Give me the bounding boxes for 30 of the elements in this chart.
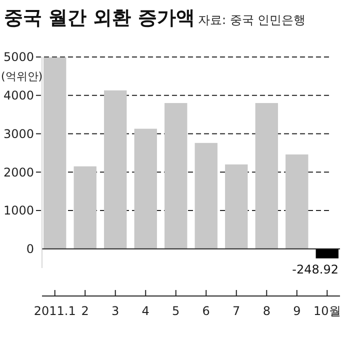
x-tick-label: 10월 [314,304,341,318]
x-tick-label: 9 [293,304,301,318]
bar [44,57,66,249]
x-tick-label: 2 [81,304,89,318]
y-tick-label: 3000 [3,126,34,141]
x-tick-label: 6 [202,304,210,318]
bar [74,166,96,249]
data-label: -248.92 [292,262,338,276]
bar [286,154,308,249]
x-tick-label: 5 [172,304,180,318]
y-tick-label: 1000 [3,204,34,218]
y-axis-title: (억위안) [1,70,43,83]
x-tick-label: 8 [262,304,270,318]
bar [316,248,338,258]
chart-subtitle: 자료: 중국 인민은행 [198,13,306,27]
y-tick-label: 5000 [3,50,34,64]
x-tick-label: 2011.1 [34,304,76,318]
y-tick-label: 0 [26,242,34,256]
x-tick-label: 4 [142,304,150,318]
x-tick-label: 3 [112,304,120,318]
bar [225,164,248,249]
bar [104,90,127,249]
y-tick-label: 4000 [3,88,34,103]
chart-title: 중국 월간 외환 증가액 [4,7,195,29]
bar [134,128,157,249]
y-tick-label: 2000 [3,165,34,180]
bar [164,103,188,249]
bar [194,142,218,249]
bar [255,103,278,249]
x-tick-label: 7 [232,304,240,318]
